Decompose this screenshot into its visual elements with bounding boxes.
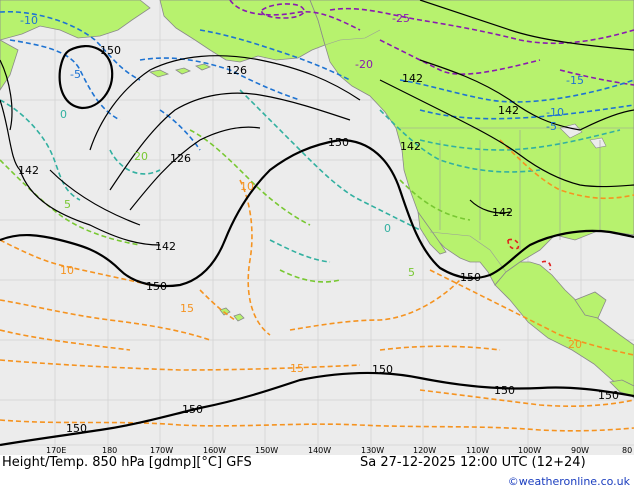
land-yucatan <box>574 291 607 319</box>
land-kamchatka <box>0 39 19 91</box>
temp-label: -10 <box>20 14 38 27</box>
longitude-ticks: 170E 180 170W 160W 150W 140W 130W 120W 1… <box>46 446 632 455</box>
lon-tick: 90W <box>571 446 589 455</box>
temp-label: 15 <box>290 362 304 375</box>
temp-contours-zero <box>0 89 621 263</box>
credit-link[interactable]: ©weatheronline.co.uk <box>507 475 630 488</box>
height-labels: 150 126 126 142 142 142 150 150 142 150 … <box>18 44 619 435</box>
land-baja <box>417 211 447 255</box>
graticule <box>0 0 634 455</box>
land-aleutians <box>148 63 211 78</box>
temp-label: 5 <box>408 266 415 279</box>
temp-label: 15 <box>180 302 194 315</box>
land-caribbean <box>609 379 634 397</box>
land-siberia <box>0 0 151 41</box>
valid-time: Sa 27-12-2025 12:00 UTC (12+24) <box>360 455 586 470</box>
temp-label: 10 <box>60 264 74 277</box>
temp-label: -10 <box>546 106 564 119</box>
land-north-america <box>309 0 634 286</box>
height-label: 150 <box>182 403 203 416</box>
lon-tick: 180 <box>102 446 117 455</box>
lon-tick: 80 <box>622 446 632 455</box>
height-label: 142 <box>400 140 421 153</box>
height-label: 150 <box>598 389 619 402</box>
borders <box>324 29 634 273</box>
temp-label: 5 <box>64 198 71 211</box>
temp-label: -25 <box>392 12 410 25</box>
land-hawaii <box>219 307 245 322</box>
temp-contours-negative <box>0 10 634 151</box>
map-footer: Height/Temp. 850 hPa [gdmp][°C] GFS Sa 2… <box>0 455 634 490</box>
temp-label: 0 <box>60 108 67 121</box>
temp-contours-warm <box>507 238 552 271</box>
height-label: 142 <box>492 206 513 219</box>
height-label: 150 <box>328 136 349 149</box>
land-mexico <box>494 261 634 399</box>
temp-label: 0 <box>384 222 391 235</box>
map-title: Height/Temp. 850 hPa [gdmp][°C] GFS <box>2 455 252 470</box>
height-label: 126 <box>226 64 247 77</box>
temp-label: -5 <box>70 68 81 81</box>
height-label: 150 <box>372 363 393 376</box>
lon-tick: 110W <box>466 446 489 455</box>
height-contours <box>0 0 634 447</box>
lon-tick: 150W <box>255 446 278 455</box>
height-label: 150 <box>460 271 481 284</box>
temp-label: -15 <box>566 74 584 87</box>
lon-tick: 160W <box>203 446 226 455</box>
temp-labels: -10 -5 0 5 10 15 20 -25 -20 -15 -10 -5 0… <box>20 12 584 375</box>
temp-contours-positive <box>0 139 634 432</box>
temp-label: -5 <box>546 120 557 133</box>
height-label: 150 <box>66 422 87 435</box>
height-label: 142 <box>402 72 423 85</box>
lon-tick: 100W <box>518 446 541 455</box>
temp-label: 20 <box>568 338 582 351</box>
temp-label: 20 <box>134 150 148 163</box>
height-label: 150 <box>494 384 515 397</box>
temp-contours-cold <box>229 0 634 86</box>
land-masses <box>0 0 634 399</box>
temp-contours-five <box>0 129 471 283</box>
lon-tick: 170E <box>46 446 66 455</box>
height-label: 150 <box>100 44 121 57</box>
height-label: 150 <box>146 280 167 293</box>
lon-tick: 120W <box>413 446 436 455</box>
height-label: 142 <box>18 164 39 177</box>
lon-tick: 130W <box>361 446 384 455</box>
height-label: 142 <box>155 240 176 253</box>
lon-tick: 140W <box>308 446 331 455</box>
height-label: 126 <box>170 152 191 165</box>
temp-label: -20 <box>355 58 373 71</box>
height-label: 142 <box>498 104 519 117</box>
temp-label: 10 <box>240 180 254 193</box>
lon-tick: 170W <box>150 446 173 455</box>
